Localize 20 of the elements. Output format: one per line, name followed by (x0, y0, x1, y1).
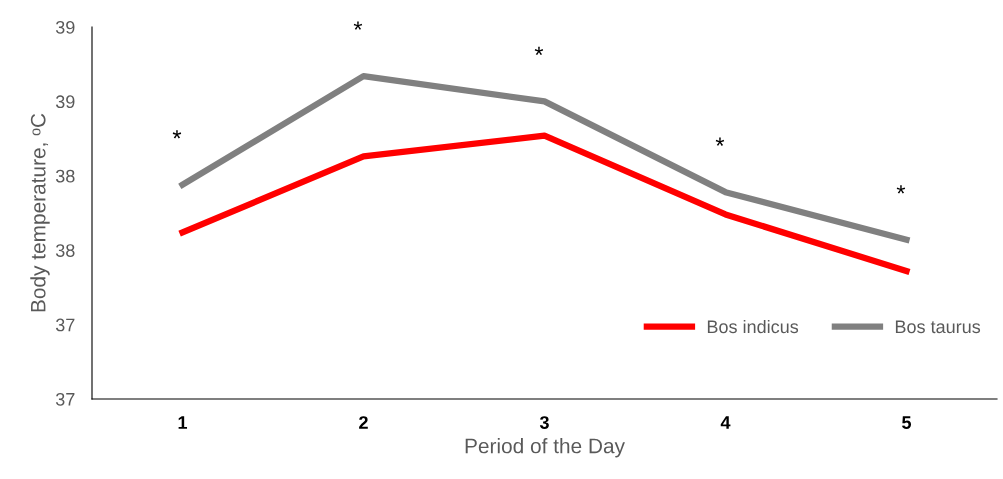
annotation: * (353, 21, 363, 30)
legend-label: Bos indicus (707, 319, 799, 334)
y-tick-label: 37 (55, 318, 75, 332)
x-tick-label: 2 (359, 416, 368, 429)
x-tick-label: 5 (902, 416, 912, 429)
y-tick-label: 39 (55, 20, 75, 34)
y-tick-label: 38 (55, 244, 75, 257)
annotation: * (715, 137, 725, 146)
y-tick-label: 39 (55, 95, 75, 109)
annotation: * (172, 130, 182, 139)
y-axis-title: Body temperature, ᵒC (30, 113, 50, 312)
y-tick-label: 37 (55, 392, 75, 406)
annotation: * (896, 185, 906, 194)
annotation: * (534, 46, 544, 56)
legend-label: Bos taurus (895, 320, 981, 334)
x-tick-label: 1 (178, 416, 188, 429)
x-axis-title: Period of the Day (465, 438, 625, 458)
y-tick-label: 38 (55, 169, 75, 183)
x-tick-label: 4 (720, 416, 731, 429)
x-tick-label: 3 (539, 416, 549, 429)
